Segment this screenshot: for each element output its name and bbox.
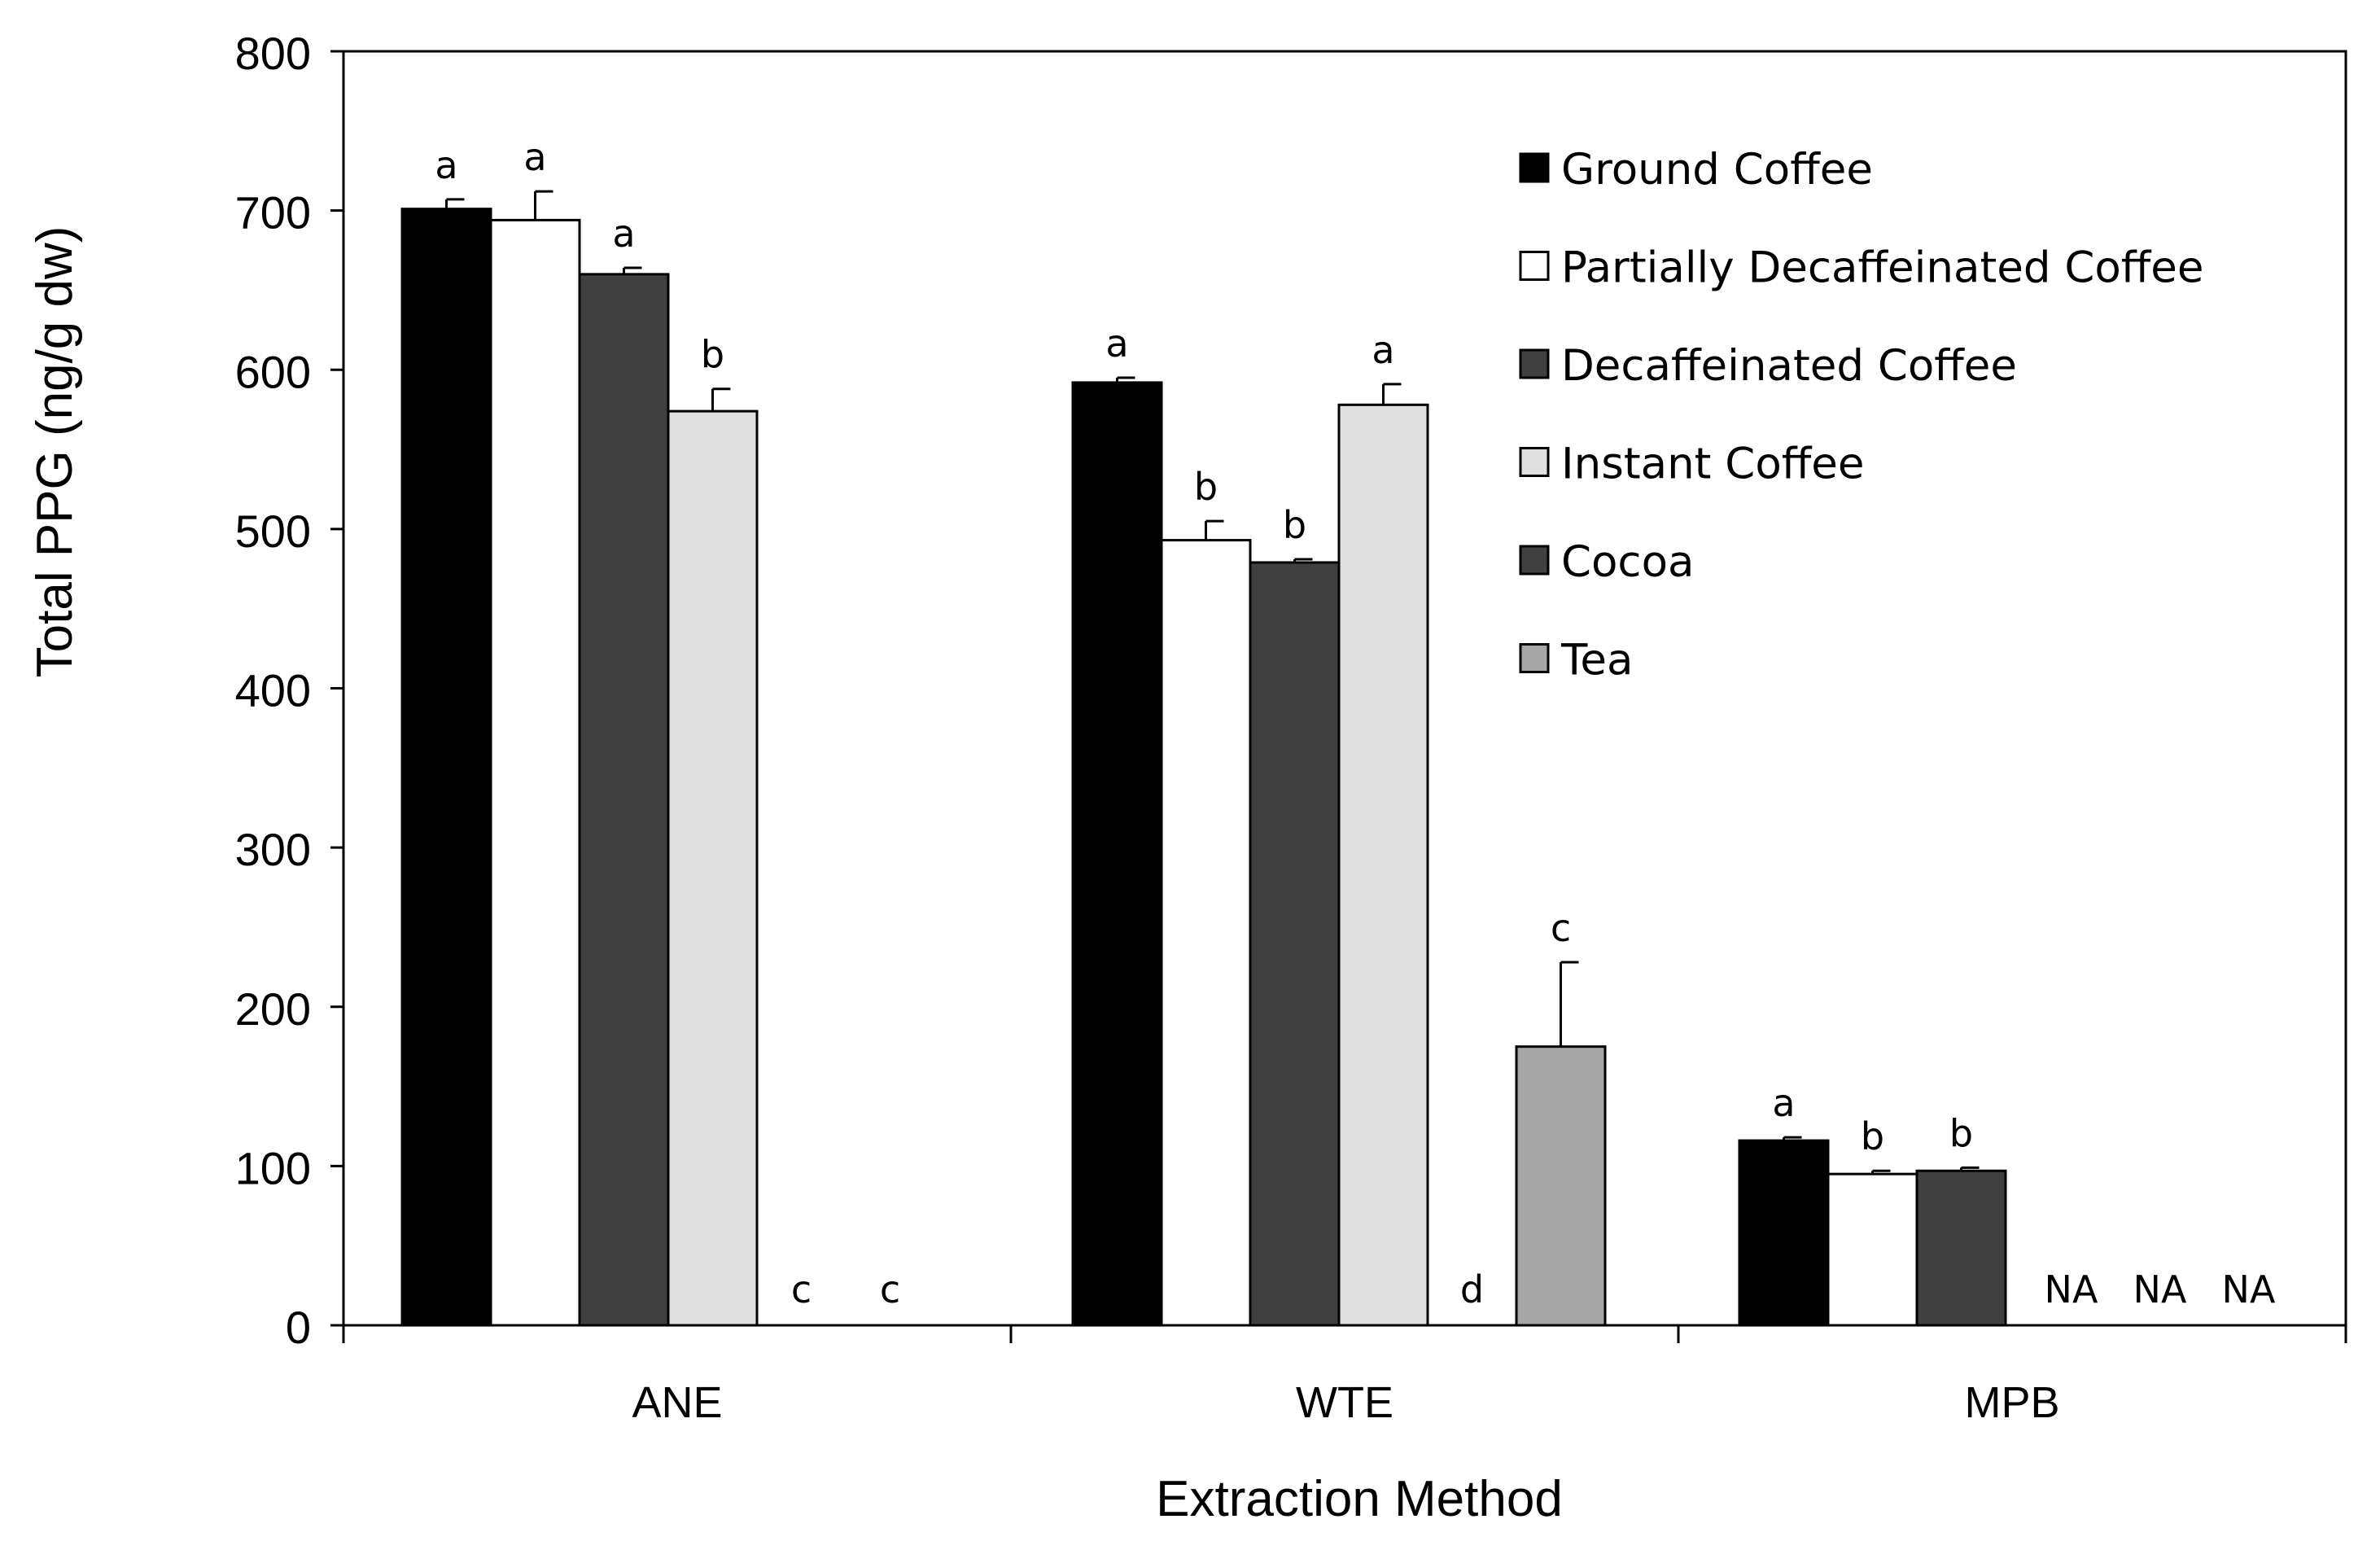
significance-label: a xyxy=(523,135,546,179)
significance-label: a xyxy=(612,212,635,256)
y-axis-label: Total PPG (ng/g dw) xyxy=(27,226,83,678)
significance-label: a xyxy=(1372,328,1394,372)
bar-decaffeinated-coffee-mpb xyxy=(1915,1169,2007,1327)
x-axis-label: Extraction Method xyxy=(1156,1471,1563,1527)
significance-label: NA xyxy=(2222,1267,2276,1311)
legend-swatch xyxy=(1519,447,1550,477)
legend-swatch xyxy=(1519,545,1550,576)
bar-ground-coffee-ane xyxy=(400,208,492,1327)
x-tick-label: ANE xyxy=(632,1378,722,1427)
x-axis: ANE WTE MPB xyxy=(342,1325,2347,1427)
legend-label: Cocoa xyxy=(1561,537,1694,587)
y-tick-label: 700 xyxy=(235,187,311,239)
legend-label: Tea xyxy=(1560,636,1633,685)
significance-label: NA xyxy=(2045,1267,2098,1311)
legend: Ground Coffee Partially Decaffeinated Cof… xyxy=(1519,145,2204,685)
legend-label: Ground Coffee xyxy=(1561,145,1873,195)
y-tick-label: 800 xyxy=(235,28,311,79)
y-tick-label: 300 xyxy=(235,824,311,875)
legend-swatch xyxy=(1519,643,1550,673)
y-tick-label: 500 xyxy=(235,506,311,557)
significance-label: d xyxy=(1460,1267,1484,1311)
significance-label: a xyxy=(1772,1081,1795,1125)
significance-label: b xyxy=(1194,465,1218,509)
legend-label: Instant Coffee xyxy=(1561,440,1864,489)
bar-tea-wte xyxy=(1515,1045,1607,1327)
legend-label: Decaffeinated Coffee xyxy=(1561,341,2017,391)
significance-label: a xyxy=(435,143,457,187)
significance-label: c xyxy=(880,1267,900,1311)
significance-label: c xyxy=(791,1267,812,1311)
y-axis: 0 100 200 300 400 500 600 700 800 xyxy=(235,28,343,1353)
legend-label: Partially Decaffeinated Coffee xyxy=(1561,243,2204,293)
bar-partially-decaffeinated-coffee-ane xyxy=(489,218,581,1327)
bar-ground-coffee-mpb xyxy=(1738,1139,1830,1327)
bar-instant-coffee-ane xyxy=(667,409,759,1327)
y-tick-label: 600 xyxy=(235,346,311,397)
x-tick-label: WTE xyxy=(1296,1378,1393,1427)
legend-swatch xyxy=(1519,251,1550,281)
bar-instant-coffee-wte xyxy=(1337,403,1429,1327)
legend-swatch xyxy=(1519,152,1550,183)
significance-label: NA xyxy=(2133,1267,2187,1311)
bar-partially-decaffeinated-coffee-mpb xyxy=(1827,1172,1918,1327)
y-tick-label: 100 xyxy=(235,1142,311,1193)
x-tick-label: MPB xyxy=(1964,1378,2059,1427)
significance-label: a xyxy=(1105,322,1128,366)
significance-label: b xyxy=(1949,1111,1973,1155)
bar-ground-coffee-wte xyxy=(1071,381,1163,1327)
bar-partially-decaffeinated-coffee-wte xyxy=(1160,539,1252,1327)
y-tick-label: 400 xyxy=(235,665,311,716)
y-tick-label: 0 xyxy=(286,1302,311,1353)
y-tick-label: 200 xyxy=(235,983,311,1035)
bar-decaffeinated-coffee-wte xyxy=(1249,561,1341,1327)
bars-group: a a a a b b a b b b a NA c d NA c c NA xyxy=(400,135,2276,1327)
significance-label: c xyxy=(1551,906,1571,950)
significance-label: b xyxy=(1861,1114,1884,1158)
significance-label: b xyxy=(701,333,724,377)
bar-decaffeinated-coffee-ane xyxy=(578,273,670,1327)
legend-swatch xyxy=(1519,348,1550,379)
significance-label: b xyxy=(1283,503,1306,547)
